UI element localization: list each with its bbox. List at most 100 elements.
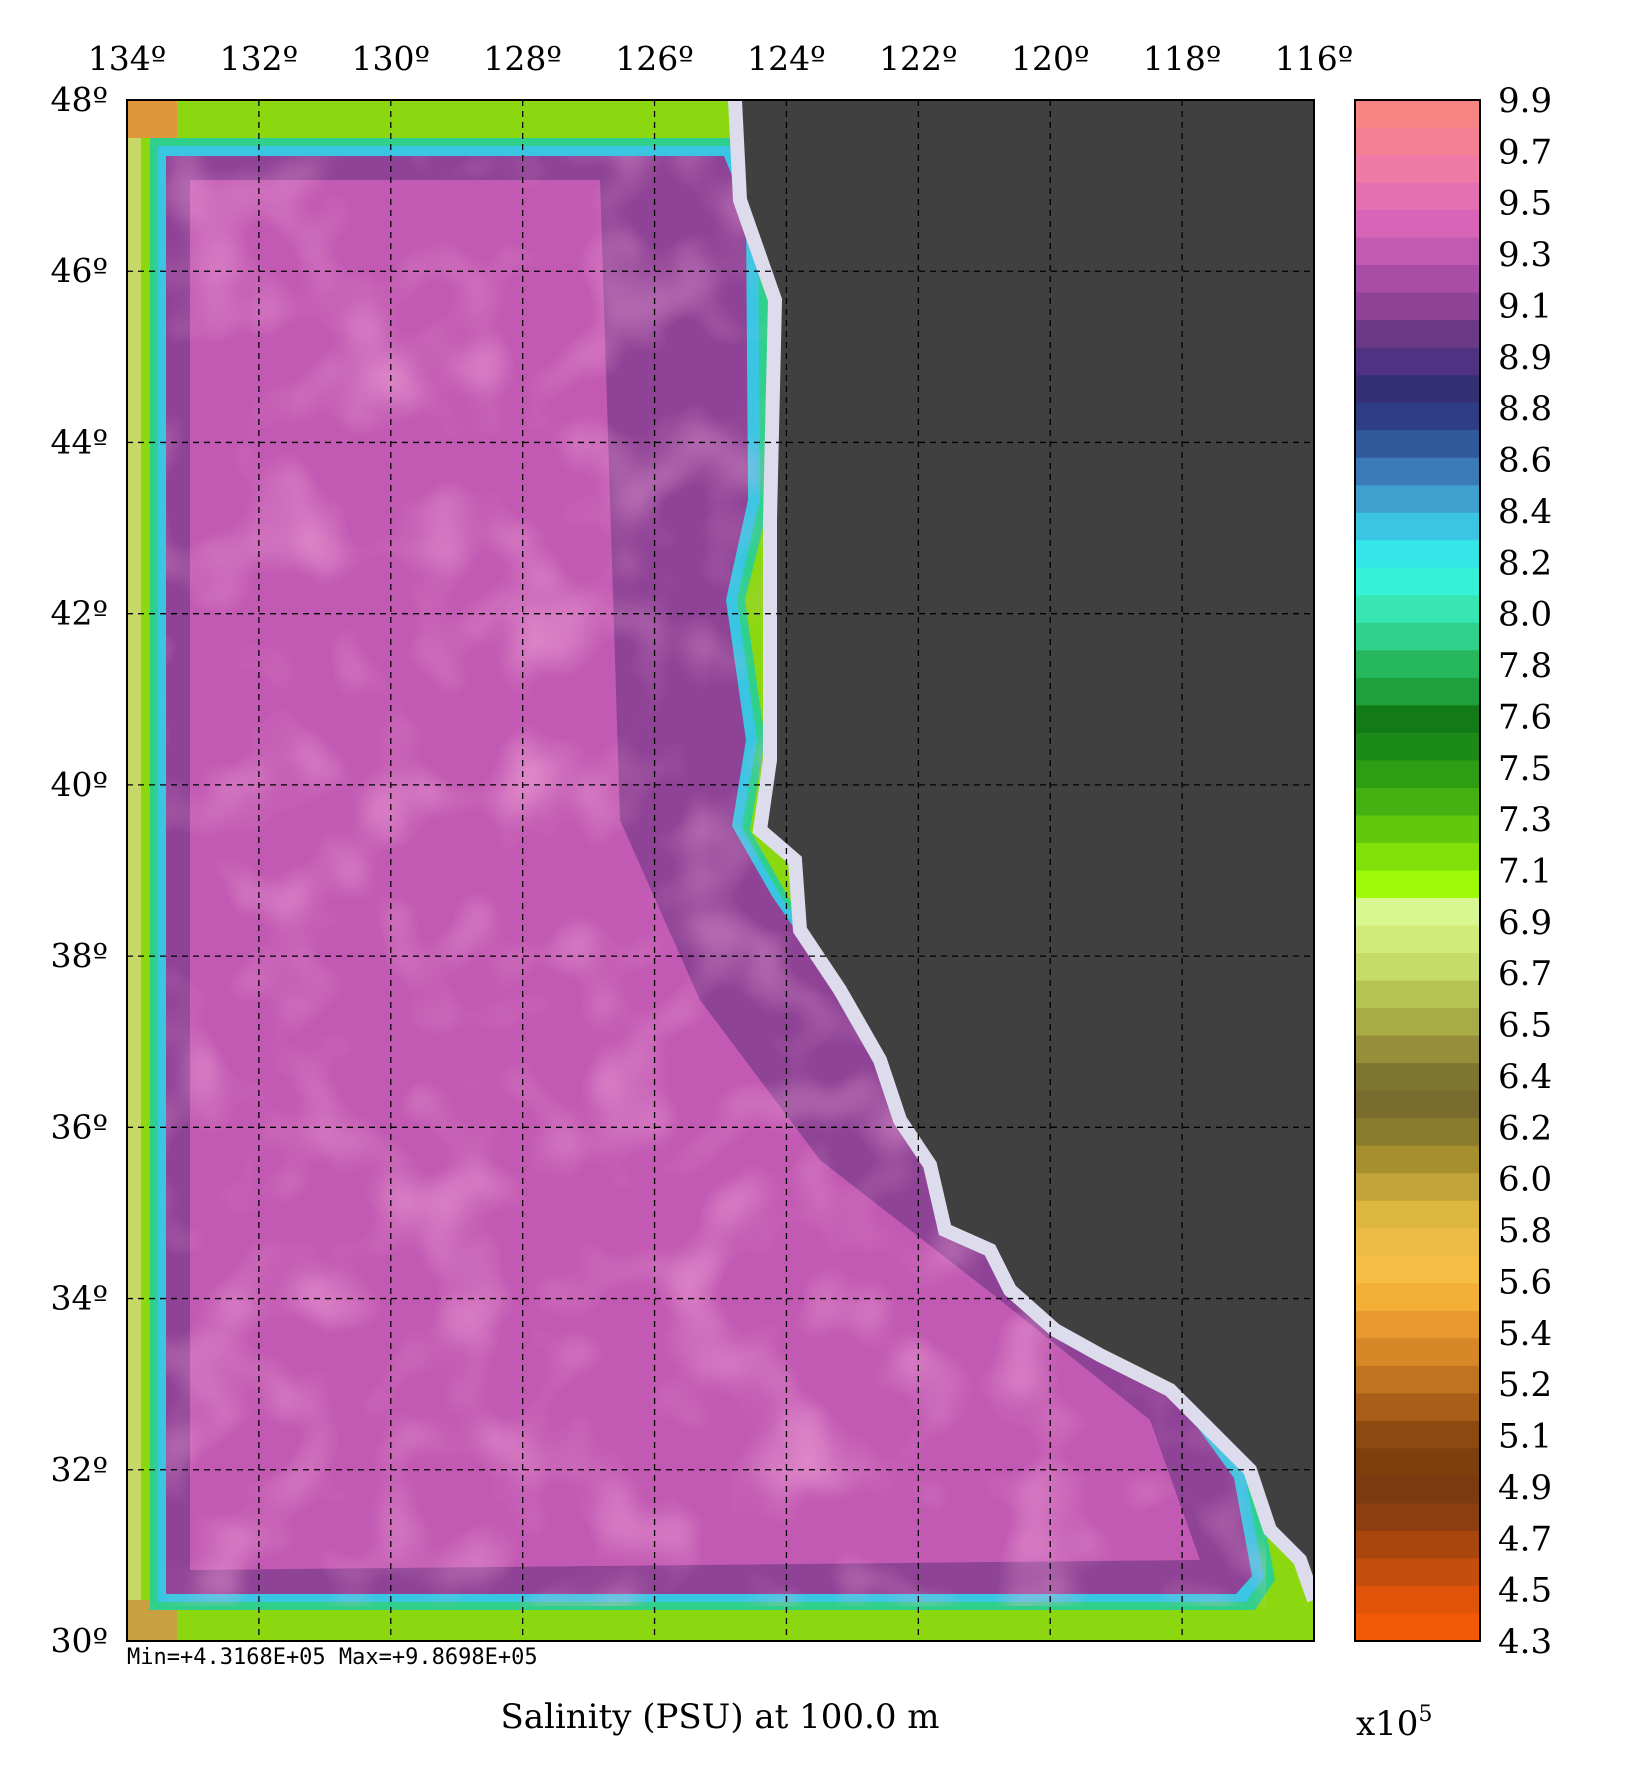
colorbar-swatch	[1355, 155, 1480, 184]
colorbar-tick-label: 8.9	[1498, 338, 1552, 378]
colorbar-swatch	[1355, 953, 1480, 982]
colorbar	[1355, 100, 1480, 1642]
colorbar-swatch	[1355, 127, 1480, 156]
colorbar-swatch	[1355, 402, 1480, 431]
northwest-corner-patch	[127, 100, 177, 138]
colorbar-tick-label: 9.3	[1498, 235, 1552, 275]
colorbar-swatch	[1355, 430, 1480, 459]
y-tick-label: 44º	[50, 422, 108, 461]
colorbar-tick-label: 6.2	[1498, 1108, 1552, 1148]
land-mass	[735, 100, 1314, 1600]
colorbar-swatch	[1355, 1063, 1480, 1092]
y-tick-label: 38º	[50, 936, 108, 975]
y-tick-label: 42º	[50, 594, 108, 633]
colorbar-swatch	[1355, 760, 1480, 789]
colorbar-swatch	[1355, 705, 1480, 734]
chart-title: Salinity (PSU) at 100.0 m	[500, 1697, 939, 1737]
coastline-strip	[728, 100, 1314, 1603]
y-tick-label: 46º	[50, 251, 108, 290]
colorbar-swatch	[1355, 1448, 1480, 1477]
colorbar-tick-label: 6.7	[1498, 954, 1552, 994]
x-tick-label: 134º	[88, 39, 167, 78]
colorbar-swatch	[1355, 1475, 1480, 1505]
colorbar-swatch	[1355, 898, 1480, 927]
colorbar-swatch	[1355, 925, 1480, 954]
colorbar-swatch	[1355, 237, 1480, 266]
colorbar-tick-label: 6.9	[1498, 903, 1552, 943]
x-tick-label: 132º	[220, 39, 299, 78]
colorbar-swatch	[1355, 1558, 1480, 1587]
y-tick-label: 40º	[50, 765, 108, 804]
colorbar-swatch	[1355, 320, 1480, 349]
colorbar-swatch	[1355, 1118, 1480, 1147]
y-tick-label: 48º	[50, 80, 108, 119]
colorbar-tick-label: 5.8	[1498, 1211, 1552, 1251]
x-tick-label: 122º	[879, 39, 958, 78]
colorbar-swatch	[1355, 842, 1480, 872]
colorbar-swatch	[1355, 100, 1480, 129]
colorbar-tick-label: 5.4	[1498, 1314, 1552, 1354]
colorbar-tick-label: 4.5	[1498, 1571, 1552, 1611]
colorbar-tick-label: 4.9	[1498, 1468, 1552, 1508]
colorbar-swatch	[1355, 457, 1480, 486]
colorbar-swatch	[1355, 540, 1480, 569]
x-tick-label: 130º	[352, 39, 431, 78]
colorbar-tick-label: 6.0	[1498, 1160, 1552, 1200]
colorbar-swatch	[1355, 1228, 1480, 1257]
colorbar-swatch	[1355, 512, 1480, 541]
colorbar-swatch	[1355, 677, 1480, 706]
colorbar-tick-labels: 9.9 9.7 9.5 9.3 9.1 8.9 8.8 8.6 8.4 8.2 8.0 7.8 7.6 7…	[1498, 81, 1552, 1662]
colorbar-swatch	[1355, 1090, 1480, 1119]
colorbar-swatch	[1355, 265, 1480, 294]
colorbar-tick-label: 8.0	[1498, 595, 1552, 635]
longitude-tick-labels: 134º 132º 130º 128º 126º 124º 122º 120º 118º 116º	[88, 39, 1354, 78]
colorbar-tick-label: 9.9	[1498, 81, 1552, 121]
salinity-field	[127, 100, 1314, 1641]
y-tick-label: 30º	[50, 1621, 108, 1660]
colorbar-swatch	[1355, 485, 1480, 514]
colorbar-tick-label: 9.7	[1498, 132, 1552, 172]
x-tick-label: 120º	[1011, 39, 1090, 78]
colorbar-swatch	[1355, 1200, 1480, 1229]
colorbar-tick-label: 9.5	[1498, 184, 1552, 224]
colorbar-tick-label: 7.1	[1498, 852, 1552, 892]
colorbar-swatch	[1355, 567, 1480, 596]
colorbar-swatch	[1355, 1393, 1480, 1422]
colorbar-swatch	[1355, 210, 1480, 239]
west-edge-band	[127, 100, 141, 1641]
colorbar-swatch	[1355, 1613, 1480, 1642]
colorbar-swatch	[1355, 870, 1480, 899]
colorbar-frame	[1354, 99, 1481, 1642]
colorbar-multiplier: x105	[1356, 1702, 1432, 1744]
colorbar-swatch	[1355, 1530, 1480, 1560]
colorbar-swatch	[1355, 182, 1480, 211]
y-tick-label: 34º	[50, 1279, 108, 1318]
colorbar-swatch	[1355, 1310, 1480, 1339]
colorbar-multiplier-base: x10	[1356, 1704, 1418, 1744]
colorbar-multiplier-exponent: 5	[1418, 1702, 1432, 1727]
colorbar-swatch	[1355, 1173, 1480, 1202]
x-tick-label: 118º	[1143, 39, 1222, 78]
colorbar-tick-label: 4.7	[1498, 1519, 1552, 1559]
colorbar-tick-label: 9.1	[1498, 286, 1552, 326]
y-tick-label: 36º	[50, 1107, 108, 1146]
colorbar-swatch	[1355, 595, 1480, 624]
colorbar-swatch	[1355, 787, 1480, 817]
colorbar-tick-label: 7.5	[1498, 749, 1552, 789]
x-tick-label: 126º	[615, 39, 694, 78]
colorbar-swatch	[1355, 1503, 1480, 1532]
colorbar-swatch	[1355, 815, 1480, 844]
colorbar-tick-label: 5.6	[1498, 1262, 1552, 1302]
min-max-stats: Min=+4.3168E+05 Max=+9.8698E+05	[127, 1645, 538, 1670]
colorbar-tick-label: 7.3	[1498, 800, 1552, 840]
colorbar-swatch	[1355, 1420, 1480, 1449]
colorbar-swatch	[1355, 1255, 1480, 1284]
colorbar-swatch	[1355, 1035, 1480, 1064]
colorbar-swatch	[1355, 375, 1480, 404]
colorbar-tick-label: 8.8	[1498, 389, 1552, 429]
colorbar-tick-label: 7.6	[1498, 697, 1552, 737]
colorbar-tick-label: 7.8	[1498, 646, 1552, 686]
colorbar-swatch	[1355, 1338, 1480, 1367]
x-tick-label: 124º	[747, 39, 826, 78]
latitude-tick-labels: 48º 46º 44º 42º 40º 38º 36º 34º 32º 30º	[50, 80, 108, 1660]
